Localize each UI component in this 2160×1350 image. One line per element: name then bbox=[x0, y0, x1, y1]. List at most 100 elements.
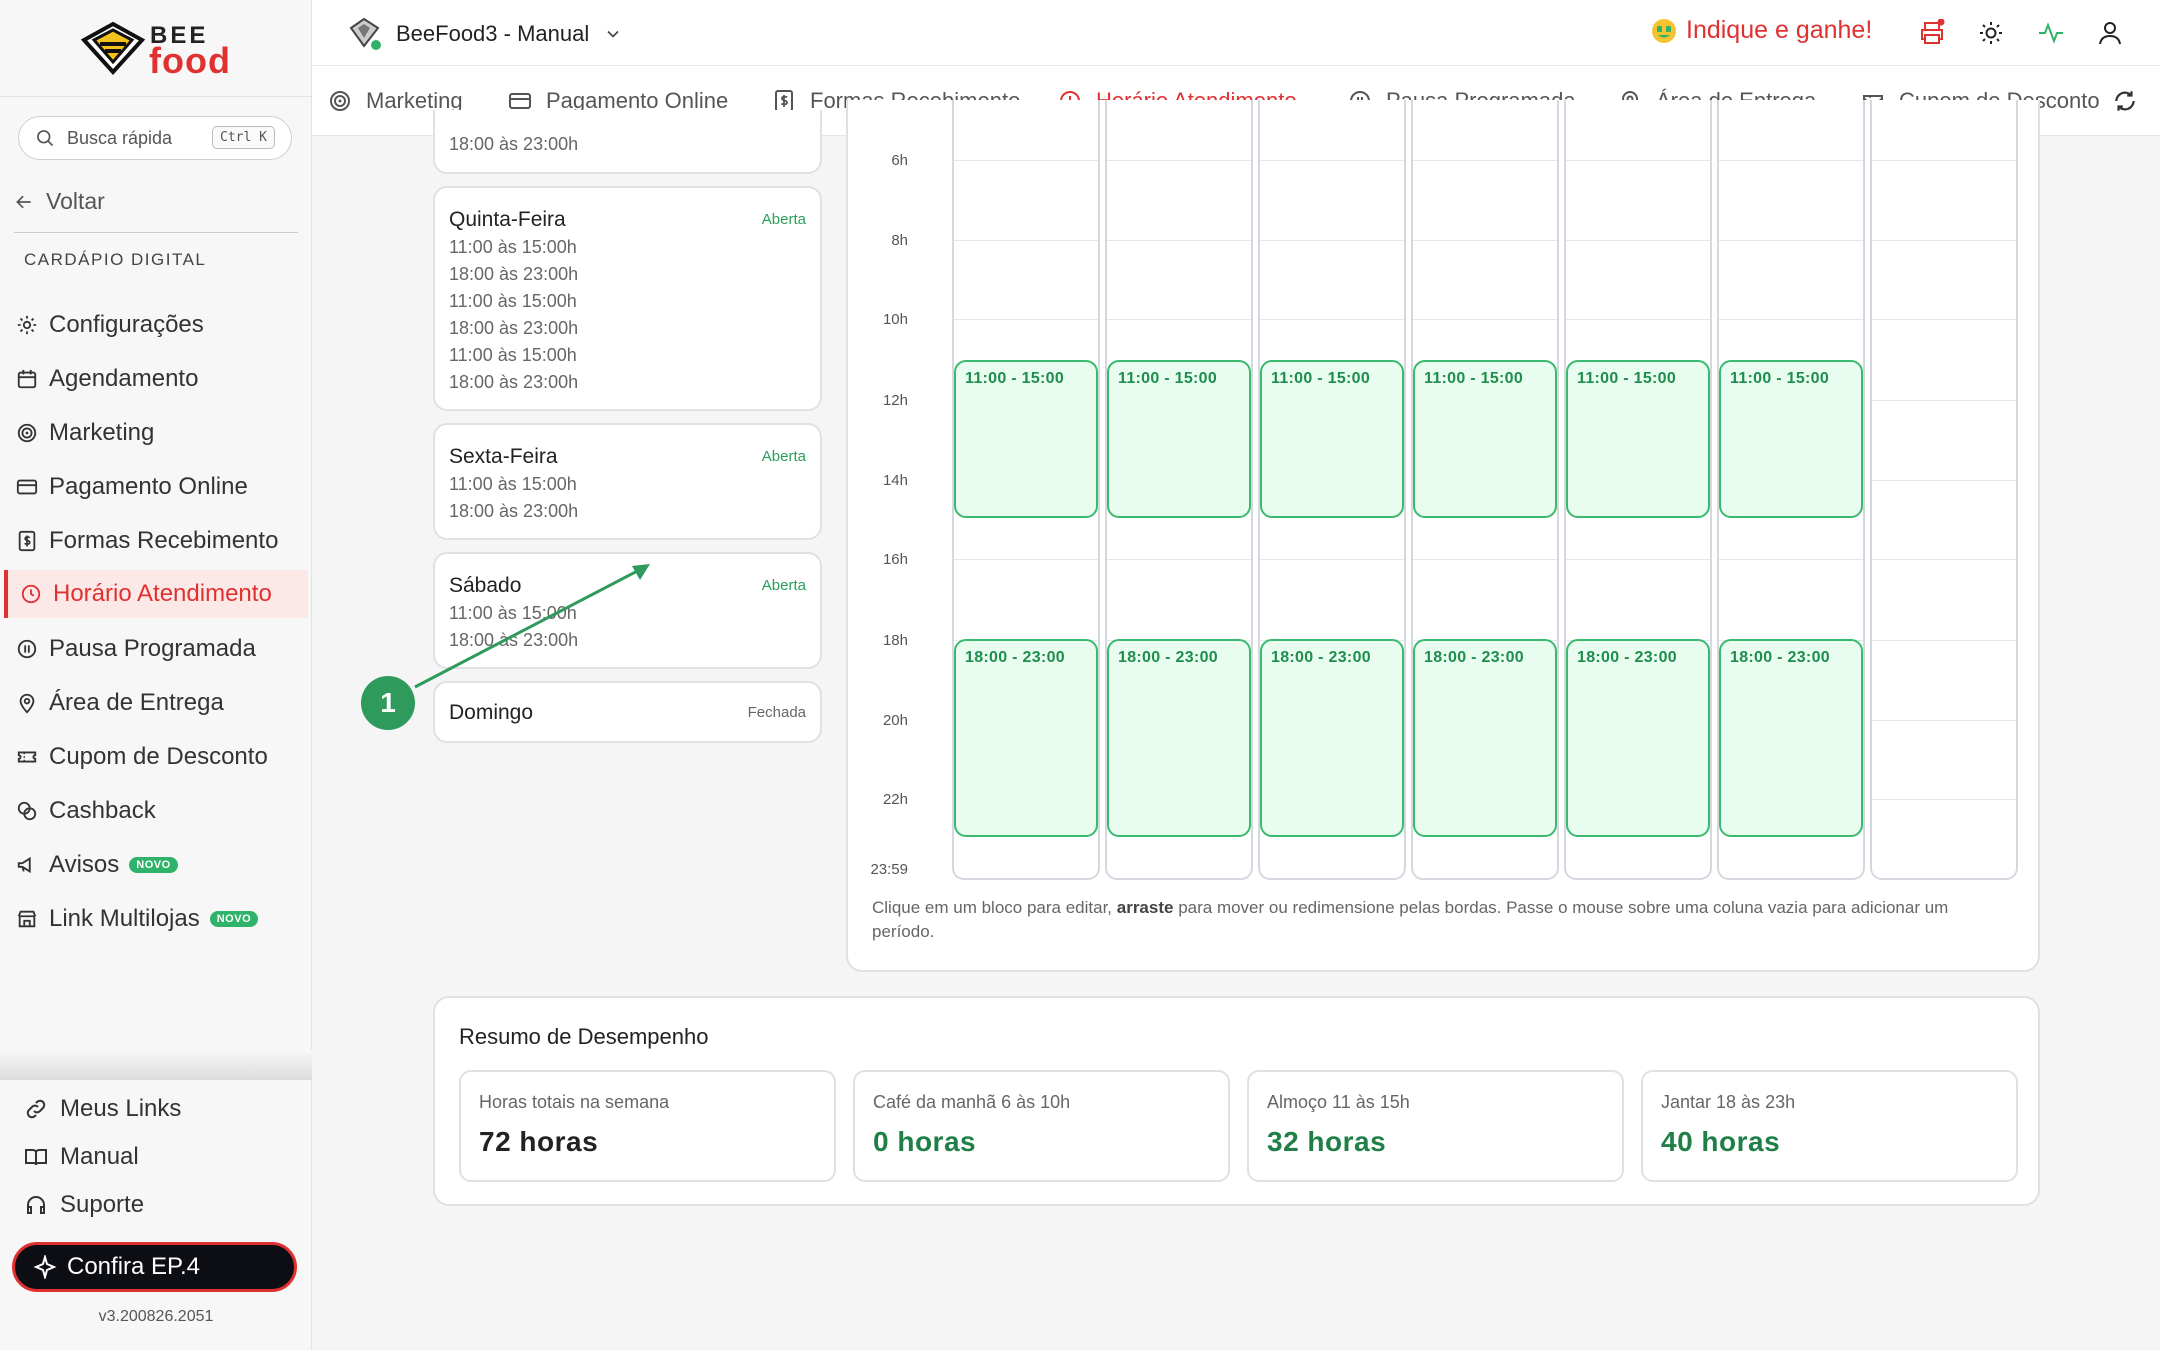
back-link[interactable]: Voltar bbox=[14, 188, 105, 215]
sidebar-item-area-de-entrega[interactable]: Área de Entrega bbox=[0, 679, 312, 727]
time-block[interactable]: 18:00 - 23:00 bbox=[954, 639, 1098, 837]
time-slot: 11:00 às 15:00h bbox=[449, 345, 577, 365]
grid-line bbox=[1260, 559, 1404, 560]
beefood-logo[interactable]: BEE food bbox=[80, 18, 240, 81]
sidebar-item-configuracoes[interactable]: Configurações bbox=[0, 301, 312, 349]
day-status: Fechada bbox=[747, 704, 806, 721]
book-icon bbox=[25, 1149, 47, 1166]
grid-line bbox=[954, 559, 1098, 560]
time-block[interactable]: 11:00 - 15:00 bbox=[1413, 360, 1557, 518]
grid-line bbox=[1107, 319, 1251, 320]
time-block[interactable]: 18:00 - 23:00 bbox=[1566, 639, 1710, 837]
time-block[interactable]: 11:00 - 15:00 bbox=[1719, 360, 1863, 518]
confira-ep4-button[interactable]: Confira EP.4 bbox=[12, 1242, 297, 1292]
sidebar-item-formas-recebimento[interactable]: Formas Recebimento bbox=[0, 517, 312, 565]
activity-icon[interactable] bbox=[2037, 19, 2065, 47]
sun-icon[interactable] bbox=[1977, 19, 2005, 47]
calendar-icon bbox=[15, 367, 39, 391]
sidebar-item-pagamento-online[interactable]: Pagamento Online bbox=[0, 463, 312, 511]
link-icon bbox=[26, 1099, 46, 1119]
day-card-partial[interactable]: 18:00 às 23:00h bbox=[433, 110, 822, 174]
ticket-icon bbox=[15, 745, 39, 769]
day-column[interactable]: 11:00 - 15:00 18:00 - 23:00 bbox=[952, 100, 1100, 880]
time-block[interactable]: 18:00 - 23:00 bbox=[1413, 639, 1557, 837]
time-block[interactable]: 11:00 - 15:00 bbox=[1107, 360, 1251, 518]
grid-line bbox=[1260, 319, 1404, 320]
logo-text-food: food bbox=[149, 40, 231, 81]
day-card-domingo[interactable]: Domingo Fechada bbox=[433, 681, 822, 743]
time-block[interactable]: 18:00 - 23:00 bbox=[1107, 639, 1251, 837]
weekly-schedule-calendar: 6h 8h 10h 12h 14h 16h 18h 20h 22h 23:59 11:00 - 1… bbox=[846, 100, 2040, 972]
sidebar-item-cupom-de-desconto[interactable]: Cupom de Desconto bbox=[0, 733, 312, 781]
sidebar-item-horario-atendimento[interactable]: Horário Atendimento bbox=[4, 570, 308, 618]
day-column[interactable]: 11:00 - 15:00 18:00 - 23:00 bbox=[1717, 100, 1865, 880]
time-block[interactable]: 18:00 - 23:00 bbox=[1719, 639, 1863, 837]
grid-line bbox=[1872, 559, 2016, 560]
sidebar-item-label: Marketing bbox=[49, 419, 155, 446]
hour-label: 10h bbox=[882, 311, 908, 328]
day-status: Aberta bbox=[761, 577, 806, 594]
time-block[interactable]: 11:00 - 15:00 bbox=[1566, 360, 1710, 518]
sidebar-bottom-manual[interactable]: Manual bbox=[0, 1134, 312, 1180]
back-label: Voltar bbox=[46, 188, 105, 214]
tab-pagamento-online[interactable]: Pagamento Online bbox=[508, 66, 728, 135]
quick-search-input[interactable]: Busca rápida Ctrl K bbox=[18, 116, 292, 160]
chevron-down-icon bbox=[607, 30, 619, 38]
sidebar-item-cashback[interactable]: Cashback bbox=[0, 787, 312, 835]
summary-card-total-hours: Horas totais na semana 72 horas bbox=[459, 1070, 836, 1182]
sidebar-item-pausa-programada[interactable]: Pausa Programada bbox=[0, 625, 312, 673]
day-card-quinta-feira[interactable]: Quinta-Feira Aberta 11:00 às 15:00h 18:0… bbox=[433, 186, 822, 411]
summary-card-value: 72 horas bbox=[479, 1126, 599, 1157]
grid-line bbox=[1413, 559, 1557, 560]
tab-marketing[interactable]: Marketing bbox=[328, 66, 463, 135]
performance-summary: Resumo de Desempenho Horas totais na sem… bbox=[433, 996, 2040, 1206]
summary-card-label: Almoço 11 às 15h bbox=[1267, 1092, 1410, 1112]
sidebar-scroll-shadow bbox=[0, 1050, 312, 1080]
time-block[interactable]: 11:00 - 15:00 bbox=[954, 360, 1098, 518]
sidebar-item-label: Cupom de Desconto bbox=[49, 743, 268, 770]
referral-link[interactable]: Indique e ganhe! bbox=[1650, 16, 1872, 45]
sidebar-item-avisos[interactable]: Avisos NOVO bbox=[0, 841, 312, 889]
store-selector[interactable]: BeeFood3 - Manual bbox=[348, 16, 623, 52]
credit-card-icon bbox=[15, 475, 39, 499]
sidebar-item-agendamento[interactable]: Agendamento bbox=[0, 355, 312, 403]
time-block[interactable]: 18:00 - 23:00 bbox=[1260, 639, 1404, 837]
grid-line bbox=[1872, 400, 2016, 401]
sidebar-item-label: Agendamento bbox=[49, 365, 199, 392]
day-column[interactable]: 11:00 - 15:00 18:00 - 23:00 bbox=[1564, 100, 1712, 880]
sparkle-icon bbox=[33, 1255, 57, 1279]
printer-icon[interactable] bbox=[1918, 19, 1946, 47]
grid-line bbox=[1413, 160, 1557, 161]
day-column[interactable]: 11:00 - 15:00 18:00 - 23:00 bbox=[1258, 100, 1406, 880]
refresh-icon[interactable] bbox=[2112, 88, 2138, 114]
grid-line bbox=[1107, 240, 1251, 241]
day-column[interactable]: 11:00 - 15:00 18:00 - 23:00 bbox=[1411, 100, 1559, 880]
day-card-sexta-feira[interactable]: Sexta-Feira Aberta 11:00 às 15:00h 18:00… bbox=[433, 423, 822, 540]
sidebar-bottom-suporte[interactable]: Suporte bbox=[0, 1182, 312, 1228]
summary-card-lunch: Almoço 11 às 15h 32 horas bbox=[1247, 1070, 1624, 1182]
time-slot: 18:00 às 23:00h bbox=[449, 372, 579, 392]
sidebar-bottom-meus-links[interactable]: Meus Links bbox=[0, 1086, 312, 1132]
grid-line bbox=[1872, 799, 2016, 800]
sidebar: BEE food Busca rápida Ctrl K Voltar CARD… bbox=[0, 0, 312, 1350]
target-icon bbox=[15, 421, 39, 445]
time-slot: 11:00 às 15:00h bbox=[449, 237, 577, 257]
sidebar-item-label: Pausa Programada bbox=[49, 635, 256, 662]
day-column[interactable] bbox=[1870, 100, 2018, 880]
day-column[interactable]: 11:00 - 15:00 18:00 - 23:00 bbox=[1105, 100, 1253, 880]
summary-card-dinner: Jantar 18 às 23h 40 horas bbox=[1641, 1070, 2018, 1182]
grid-line bbox=[954, 160, 1098, 161]
user-icon[interactable] bbox=[2096, 19, 2124, 47]
money-doc-icon bbox=[15, 529, 39, 553]
time-block[interactable]: 11:00 - 15:00 bbox=[1260, 360, 1404, 518]
top-bar: BeeFood3 - Manual Indique e ganhe! bbox=[312, 0, 2160, 66]
sidebar-item-marketing[interactable]: Marketing bbox=[0, 409, 312, 457]
sidebar-item-label: Configurações bbox=[49, 311, 204, 338]
summary-card-label: Café da manhã 6 às 10h bbox=[873, 1092, 1071, 1112]
hour-label: 14h bbox=[882, 472, 908, 489]
time-slot: 11:00 às 15:00h bbox=[449, 474, 577, 494]
store-name: BeeFood3 - Manual bbox=[396, 21, 590, 46]
sidebar-item-link-multilojas[interactable]: Link Multilojas NOVO bbox=[0, 895, 312, 943]
sidebar-item-label: Pagamento Online bbox=[49, 473, 248, 500]
hint-text-start: Clique em um bloco para editar, bbox=[872, 898, 1117, 917]
